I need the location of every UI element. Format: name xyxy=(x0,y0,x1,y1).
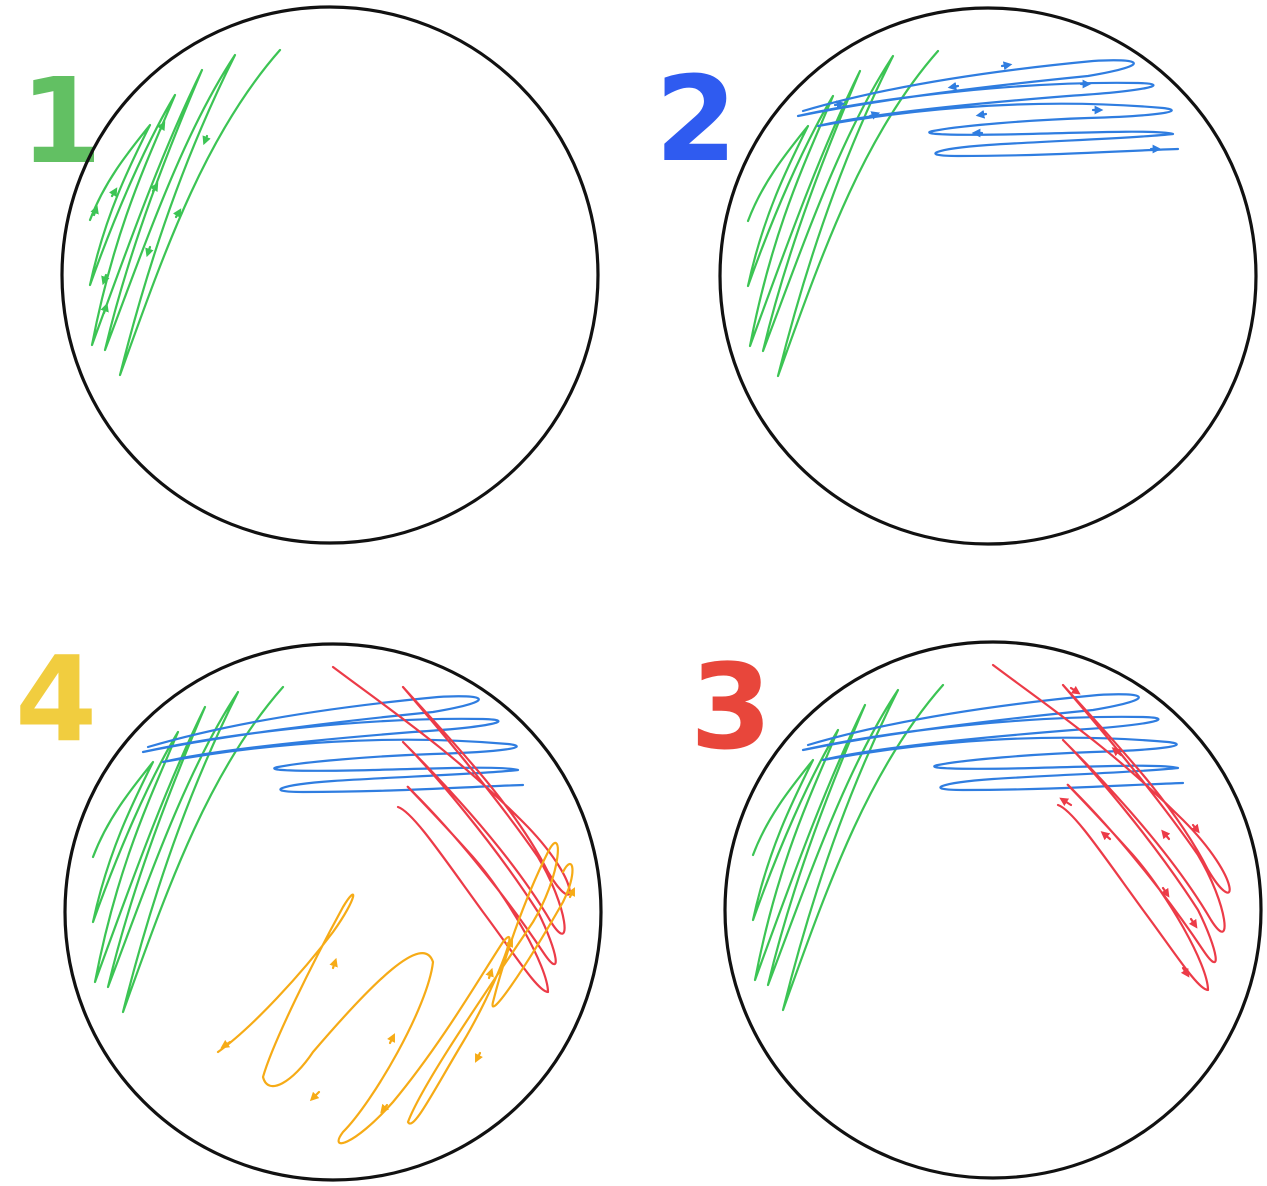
panel-2: 2 xyxy=(655,6,1258,546)
step-label-3: 3 xyxy=(690,638,772,776)
panel-3: 3 xyxy=(690,638,1263,1180)
panel-1: 1 xyxy=(20,5,600,545)
direction-arrows-red-3 xyxy=(1063,688,1197,974)
petri-dish-2 xyxy=(718,6,1258,546)
streak-green-1 xyxy=(88,48,282,377)
step-label-1: 1 xyxy=(20,52,102,190)
step-label-4: 4 xyxy=(15,630,97,768)
petri-dish-1 xyxy=(60,5,600,545)
streak-red-4 xyxy=(331,665,571,994)
step-label-2: 2 xyxy=(655,50,737,188)
petri-dish-4 xyxy=(63,642,603,1182)
panel-4: 4 xyxy=(15,630,603,1182)
petri-dish-3 xyxy=(723,640,1263,1180)
streak-orange-4 xyxy=(216,841,574,1145)
